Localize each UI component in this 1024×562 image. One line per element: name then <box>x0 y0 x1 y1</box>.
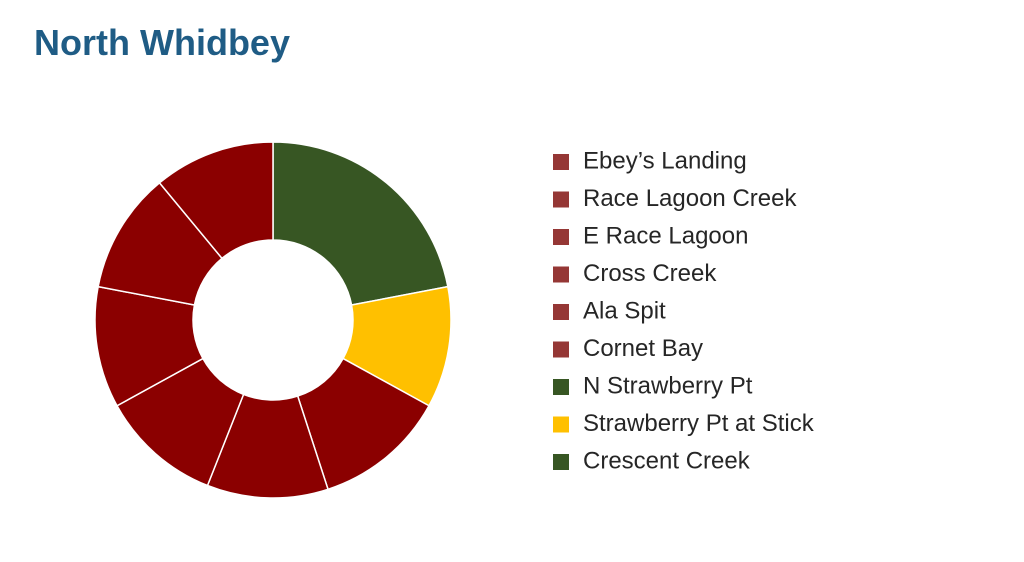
legend-label: Race Lagoon Creek <box>583 185 797 212</box>
legend-swatch <box>553 229 569 245</box>
legend-label: Ebey’s Landing <box>583 147 747 174</box>
legend-swatch <box>553 341 569 358</box>
legend-label: N Strawberry Pt <box>583 372 753 399</box>
donut-slice <box>158 141 274 260</box>
legend-swatch <box>553 454 569 470</box>
legend-label: E Race Lagoon <box>583 222 748 249</box>
legend-swatch <box>553 191 569 208</box>
legend-label: Ala Spit <box>583 297 666 324</box>
chart-title: North Whidbey <box>34 22 290 63</box>
legend-swatch <box>553 304 569 320</box>
legend-swatch <box>553 416 569 433</box>
legend-label: Strawberry Pt at Stick <box>583 410 815 437</box>
legend-label: Cross Creek <box>583 260 717 287</box>
donut-slice <box>272 141 449 306</box>
legend-label: Crescent Creek <box>583 447 751 474</box>
legend-swatch <box>553 266 569 283</box>
legend-label: Cornet Bay <box>583 335 703 362</box>
legend-swatch <box>553 379 569 395</box>
legend-swatch <box>553 154 569 170</box>
